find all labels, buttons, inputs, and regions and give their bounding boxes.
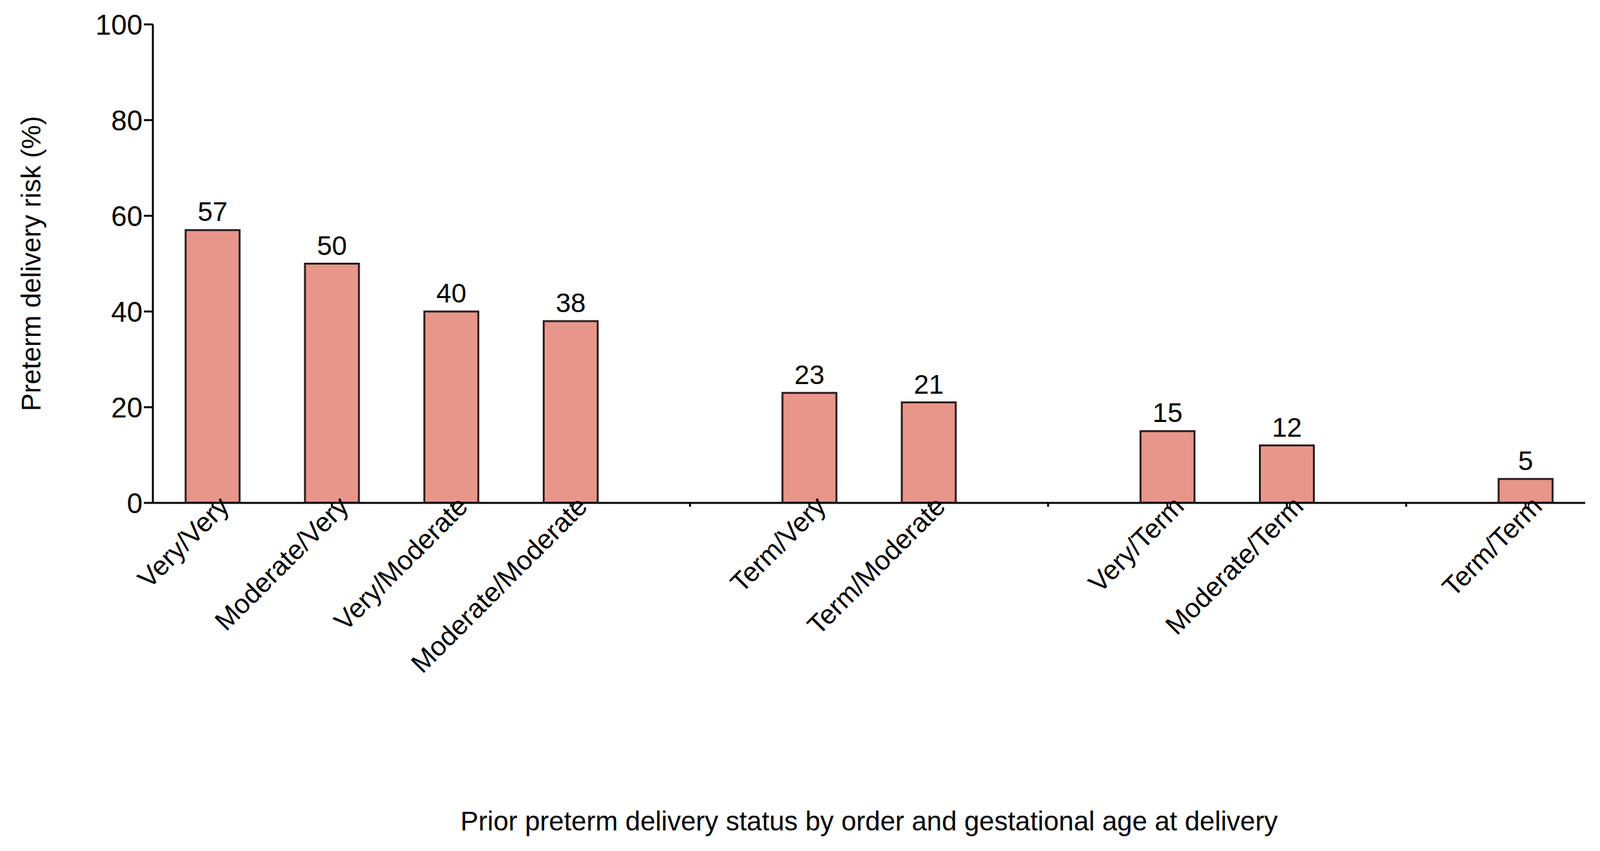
svg-text:15: 15 bbox=[1152, 397, 1183, 428]
svg-text:Term/Moderate: Term/Moderate bbox=[801, 490, 952, 641]
svg-text:Very/Moderate: Very/Moderate bbox=[328, 490, 474, 637]
svg-text:Term/Term: Term/Term bbox=[1436, 490, 1548, 602]
svg-text:60: 60 bbox=[111, 200, 143, 232]
svg-text:40: 40 bbox=[436, 278, 467, 309]
svg-text:50: 50 bbox=[316, 230, 347, 261]
svg-text:5: 5 bbox=[1517, 445, 1533, 476]
svg-text:80: 80 bbox=[111, 104, 143, 137]
svg-text:100: 100 bbox=[95, 8, 143, 41]
svg-text:Moderate/Very: Moderate/Very bbox=[208, 490, 355, 637]
svg-text:Preterm delivery risk (%): Preterm delivery risk (%) bbox=[16, 116, 47, 412]
svg-text:Moderate/Term: Moderate/Term bbox=[1159, 490, 1310, 641]
svg-text:0: 0 bbox=[127, 487, 143, 519]
svg-text:Moderate/Moderate: Moderate/Moderate bbox=[405, 490, 593, 679]
svg-text:23: 23 bbox=[794, 359, 825, 390]
svg-text:Very/Very: Very/Very bbox=[131, 490, 235, 594]
svg-text:Prior preterm delivery status: Prior preterm delivery status by order a… bbox=[460, 806, 1278, 837]
svg-text:Term/Very: Term/Very bbox=[724, 490, 832, 598]
svg-text:40: 40 bbox=[111, 296, 143, 328]
svg-text:20: 20 bbox=[111, 391, 143, 424]
svg-text:57: 57 bbox=[197, 196, 229, 227]
svg-text:12: 12 bbox=[1271, 412, 1302, 443]
svg-text:21: 21 bbox=[914, 369, 945, 400]
svg-text:Very/Term: Very/Term bbox=[1082, 490, 1190, 598]
svg-text:38: 38 bbox=[555, 287, 586, 318]
